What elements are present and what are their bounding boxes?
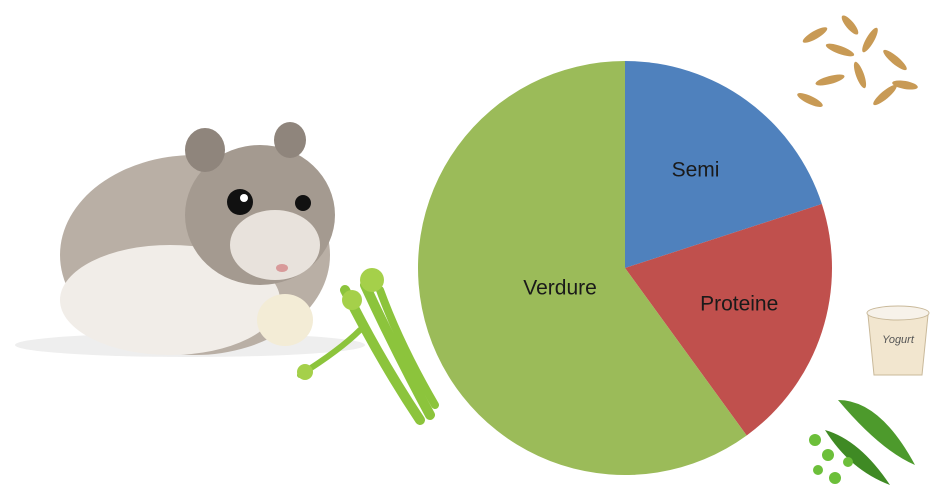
pie xyxy=(418,61,832,475)
hamster-image xyxy=(15,122,365,357)
page: Yogurt SemiProteineVerdure (() => { cons… xyxy=(0,0,930,490)
peas-image xyxy=(809,400,915,485)
yogurt-image: Yogurt xyxy=(867,306,929,375)
slice-label: Proteine xyxy=(700,293,778,316)
seeds-image xyxy=(796,13,919,109)
chart: Yogurt Semi Proteine Verdure xyxy=(0,0,930,490)
yogurt-label: Yogurt xyxy=(882,334,915,346)
slice-label: Semi xyxy=(672,158,720,181)
slice-label: Verdure xyxy=(523,277,597,300)
